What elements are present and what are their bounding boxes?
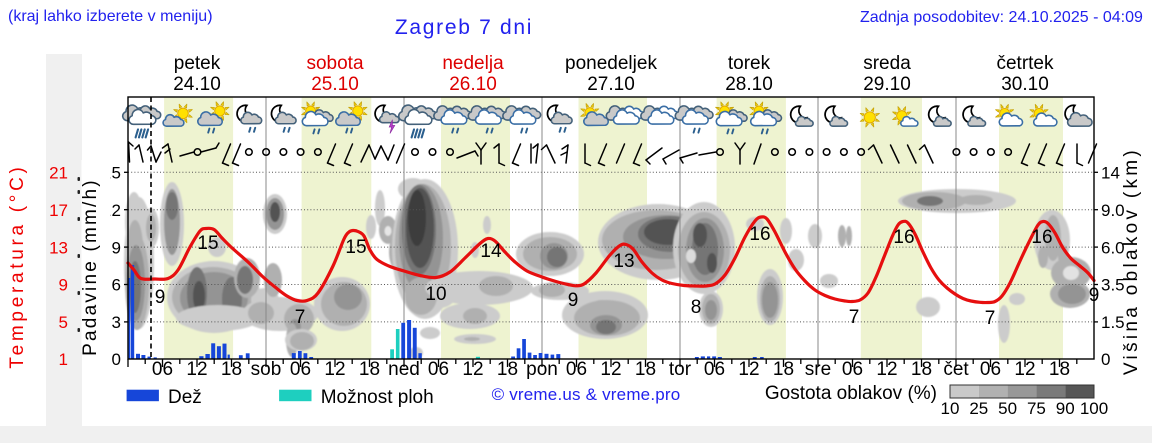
svg-text:24.10: 24.10 <box>173 74 221 95</box>
svg-text:tor: tor <box>669 359 692 380</box>
svg-text:3: 3 <box>112 313 121 332</box>
svg-text:14: 14 <box>480 241 502 262</box>
svg-text:13: 13 <box>613 251 634 272</box>
svg-text:100: 100 <box>1080 399 1108 418</box>
svg-text:12: 12 <box>462 359 483 380</box>
svg-text:Dež: Dež <box>168 387 202 408</box>
svg-text:14: 14 <box>1101 164 1120 183</box>
svg-text:13: 13 <box>49 238 68 257</box>
svg-text:18: 18 <box>221 359 242 380</box>
svg-text:18: 18 <box>911 359 932 380</box>
svg-text:27.10: 27.10 <box>587 74 635 95</box>
svg-text:9: 9 <box>568 290 579 311</box>
svg-text:(kraj lahko izberete v meniju): (kraj lahko izberete v meniju) <box>8 8 213 25</box>
svg-text:10: 10 <box>425 284 446 305</box>
svg-text:petek: petek <box>174 53 221 74</box>
svg-text:21: 21 <box>49 164 68 183</box>
svg-text:0: 0 <box>1101 350 1110 369</box>
svg-text:9.0: 9.0 <box>1101 201 1125 220</box>
svg-text:29.10: 29.10 <box>863 74 911 95</box>
svg-text:18: 18 <box>359 359 380 380</box>
svg-text:9: 9 <box>59 276 68 295</box>
svg-text:12: 12 <box>1014 359 1035 380</box>
svg-text:15: 15 <box>345 237 366 258</box>
svg-text:0: 0 <box>112 350 121 369</box>
svg-text:9: 9 <box>112 238 121 257</box>
svg-text:06: 06 <box>152 359 173 380</box>
svg-text:sobota: sobota <box>306 53 363 74</box>
svg-text:18: 18 <box>635 359 656 380</box>
svg-text:5: 5 <box>59 313 68 332</box>
svg-text:Možnost ploh: Možnost ploh <box>321 387 434 408</box>
svg-text:8: 8 <box>691 297 702 318</box>
svg-text:16: 16 <box>893 227 914 248</box>
svg-text:12: 12 <box>186 359 207 380</box>
svg-text:06: 06 <box>566 359 587 380</box>
svg-text:06: 06 <box>428 359 449 380</box>
svg-text:Zadnja posodobitev: 24.10.2025: Zadnja posodobitev: 24.10.2025 - 04:09 <box>860 9 1143 26</box>
svg-text:12: 12 <box>876 359 897 380</box>
svg-text:18: 18 <box>773 359 794 380</box>
svg-text:Temperatura (°C): Temperatura (°C) <box>7 163 28 368</box>
svg-text:7: 7 <box>849 307 860 328</box>
svg-text:06: 06 <box>842 359 863 380</box>
svg-text:25: 25 <box>969 399 988 418</box>
svg-text:ned: ned <box>388 359 420 380</box>
svg-text:sre: sre <box>805 359 831 380</box>
svg-text:nedelja: nedelja <box>442 53 504 74</box>
svg-text:18: 18 <box>497 359 518 380</box>
svg-text:četrtek: četrtek <box>996 53 1054 74</box>
svg-text:50: 50 <box>998 399 1017 418</box>
svg-text:9: 9 <box>155 287 166 308</box>
svg-text:06: 06 <box>980 359 1001 380</box>
svg-text:6: 6 <box>112 276 121 295</box>
svg-text:30.10: 30.10 <box>1001 74 1049 95</box>
svg-text:06: 06 <box>704 359 725 380</box>
svg-text:6.0: 6.0 <box>1101 238 1125 257</box>
svg-text:16: 16 <box>749 224 770 245</box>
svg-text:čet: čet <box>943 359 969 380</box>
svg-text:sob: sob <box>251 359 282 380</box>
svg-text:12: 12 <box>324 359 345 380</box>
svg-text:7: 7 <box>985 308 996 329</box>
svg-text:ponedeljek: ponedeljek <box>565 53 657 74</box>
svg-text:sreda: sreda <box>863 53 911 74</box>
svg-text:12: 12 <box>738 359 759 380</box>
svg-text:Zagreb 7 dni: Zagreb 7 dni <box>395 16 533 39</box>
svg-text:06: 06 <box>290 359 311 380</box>
svg-text:torek: torek <box>728 53 771 74</box>
svg-text:Višina oblakov (km): Višina oblakov (km) <box>1121 147 1142 375</box>
svg-text:pon: pon <box>526 359 558 380</box>
svg-text:1: 1 <box>59 350 68 369</box>
svg-text:18: 18 <box>1049 359 1070 380</box>
svg-text:28.10: 28.10 <box>725 74 773 95</box>
svg-text:3.5: 3.5 <box>1101 276 1125 295</box>
svg-text:17: 17 <box>49 201 68 220</box>
svg-text:10: 10 <box>941 399 960 418</box>
svg-text:Padavine (mm/h): Padavine (mm/h) <box>80 178 101 356</box>
svg-text:90: 90 <box>1056 399 1075 418</box>
svg-text:12: 12 <box>600 359 621 380</box>
svg-text:16: 16 <box>1031 227 1052 248</box>
svg-text:1.5: 1.5 <box>1101 313 1125 332</box>
svg-text:7: 7 <box>295 307 306 328</box>
svg-text:75: 75 <box>1027 399 1046 418</box>
svg-text:© vreme.us & vreme.pro: © vreme.us & vreme.pro <box>492 385 681 404</box>
svg-text:Gostota oblakov (%): Gostota oblakov (%) <box>765 383 937 404</box>
svg-text:26.10: 26.10 <box>449 74 497 95</box>
svg-text:25.10: 25.10 <box>311 74 359 95</box>
svg-text:15: 15 <box>197 233 218 254</box>
